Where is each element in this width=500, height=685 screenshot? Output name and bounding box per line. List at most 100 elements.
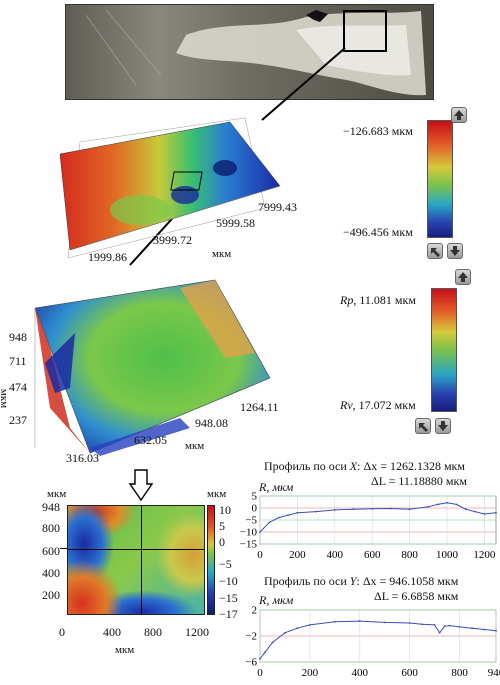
colorbar1-top-label: −126.683 мкм	[343, 124, 413, 138]
surface2-xtick-2: 632.05	[134, 433, 167, 447]
surface2-xtick-3: 948.08	[195, 416, 228, 430]
heatmap-cb-5: 5	[219, 519, 225, 533]
surface2-ytick-474: 474	[9, 380, 27, 394]
heatmap-ytick-600: 600	[42, 544, 60, 558]
colorbar2-top-val: , 11.081 мкм	[353, 293, 416, 307]
surface1-tick-2: 3999.72	[153, 233, 192, 247]
surface-3d-full	[40, 110, 300, 280]
profile-x-point	[495, 511, 497, 514]
profile-y-point	[264, 651, 266, 654]
heatmap-crosshair-h[interactable]	[68, 549, 204, 550]
profile-y-ylabel: R, мкм	[259, 593, 294, 607]
profile-y-ytick-label: −2	[245, 631, 257, 643]
arrow-down-icon	[438, 421, 448, 431]
profile-x-ytick-label: −5	[245, 515, 257, 527]
profile-x-axis-var: X	[349, 459, 358, 473]
heatmap-colorbar	[207, 505, 215, 615]
surface1-tick-4: 7999.43	[258, 200, 297, 214]
profile-y-point	[448, 624, 451, 627]
colorbar2-down-button[interactable]	[435, 418, 451, 434]
colorbar1-down-button[interactable]	[447, 243, 463, 259]
profile-x-point	[287, 514, 289, 517]
profile-x-point	[268, 521, 271, 524]
profile-x-point	[474, 510, 476, 513]
colorbar2-up-button[interactable]	[455, 269, 471, 285]
profile-x-point	[371, 507, 374, 510]
profile-x-point	[427, 505, 430, 508]
colorbar2-bottom-var: Rv	[340, 398, 353, 412]
profile-y-point	[333, 620, 336, 623]
profile-y-dl: ΔL = 6.6858 мкм	[374, 589, 459, 603]
profile-x-point	[446, 501, 448, 504]
surface1-unit: мкм	[212, 248, 232, 260]
colorbar2-undo-button[interactable]	[415, 418, 431, 434]
profile-y-point	[408, 622, 411, 624]
profile-x-xtick-label: 400	[327, 549, 344, 561]
profile-y-dx: : Δx = 946.1058 мкм	[356, 574, 459, 588]
profile-y-point	[471, 627, 473, 630]
profile-x-ylabel: R, мкм	[259, 480, 294, 494]
down-arrow-icon	[128, 469, 154, 502]
profile-y-xtick-label: 600	[401, 667, 418, 679]
heatmap-ytick-200: 200	[42, 588, 60, 602]
profile-x-xtick-label: 0	[257, 549, 263, 561]
surface2-ytick-237: 237	[9, 413, 27, 427]
profile-y-point	[358, 620, 361, 622]
colorbar1-undo-button[interactable]	[427, 243, 443, 259]
surface2-xtick-4: 1264.11	[240, 400, 279, 414]
colorbar1	[427, 120, 453, 238]
profile-y-point	[483, 628, 486, 631]
profile-x-ytick-label: −15	[240, 539, 257, 551]
profile-x-xtick-label: 200	[289, 549, 306, 561]
heatmap-cb-m15: −15	[219, 591, 238, 605]
profile-y-title-text: Профиль по оси	[264, 574, 350, 588]
profile-x-point	[408, 508, 411, 511]
profile-x-point	[390, 507, 392, 510]
profile-y-point	[271, 641, 274, 644]
profile-x-title: Профиль по оси X: Δx = 1262.1328 мкм	[264, 460, 465, 472]
profile-x-point	[315, 510, 318, 513]
profile-x-point	[333, 509, 336, 511]
surface2-x-unit: мкм	[185, 440, 205, 452]
specimen-photo	[65, 4, 434, 100]
profile-x-dl: ΔL = 11.18880 мкм	[371, 474, 467, 488]
profile-y-ytick-label: −6	[245, 657, 257, 669]
heatmap-ytick-400: 400	[42, 566, 60, 580]
profile-y-point	[259, 657, 261, 660]
profile-y-xtick-label: 400	[352, 667, 369, 679]
profile-x-point	[436, 503, 439, 506]
profile-x-point	[296, 511, 299, 514]
profile-y-point	[433, 624, 436, 626]
undo-arrow-icon	[419, 423, 428, 432]
profile-x-series-line	[259, 502, 497, 533]
profile-x-point	[464, 508, 467, 511]
heatmap-crosshair-v[interactable]	[141, 506, 142, 614]
surface1-tick-3: 5999.58	[216, 216, 255, 230]
surface2-y-unit: мкм	[0, 388, 11, 409]
profile-y-point	[421, 623, 424, 626]
heatmap-xtick-400: 400	[103, 625, 121, 639]
heatmap-ytick-948: 948	[42, 500, 60, 514]
profile-y-series-line	[259, 620, 497, 660]
surface2-xtick-1: 316.03	[66, 451, 99, 465]
profile-y-plot: 2 −2 −60 200 400 600 800 946	[245, 605, 500, 680]
profile-x-xtick-label: 600	[364, 549, 381, 561]
heatmap-cb-m5: −5	[219, 557, 232, 571]
heatmap-cb-m17: −17	[219, 607, 238, 621]
arrow-down-icon	[450, 246, 460, 256]
heatmap-cb-10: 10	[219, 503, 231, 517]
profile-x-ytick-label: 0	[252, 503, 258, 515]
profile-y-title: Профиль по оси Y: Δx = 946.1058 мкм	[264, 575, 458, 587]
profile-y-xtick-label: 200	[302, 667, 319, 679]
profile-x-xtick-label: 1000	[436, 549, 459, 561]
heatmap-unit-left: мкм	[47, 488, 67, 500]
profile-y-point	[284, 631, 286, 634]
colorbar1-bottom-label: −496.456 мкм	[343, 225, 413, 239]
profile-y-point	[443, 625, 446, 628]
profile-y-axis-var: Y	[349, 574, 357, 588]
profile-x-dx: : Δx = 1262.1328 мкм	[357, 459, 465, 473]
colorbar1-up-button[interactable]	[451, 107, 467, 123]
profile-x-point	[483, 513, 486, 515]
profile-y-point	[308, 624, 311, 626]
profile-y-point	[383, 621, 386, 624]
